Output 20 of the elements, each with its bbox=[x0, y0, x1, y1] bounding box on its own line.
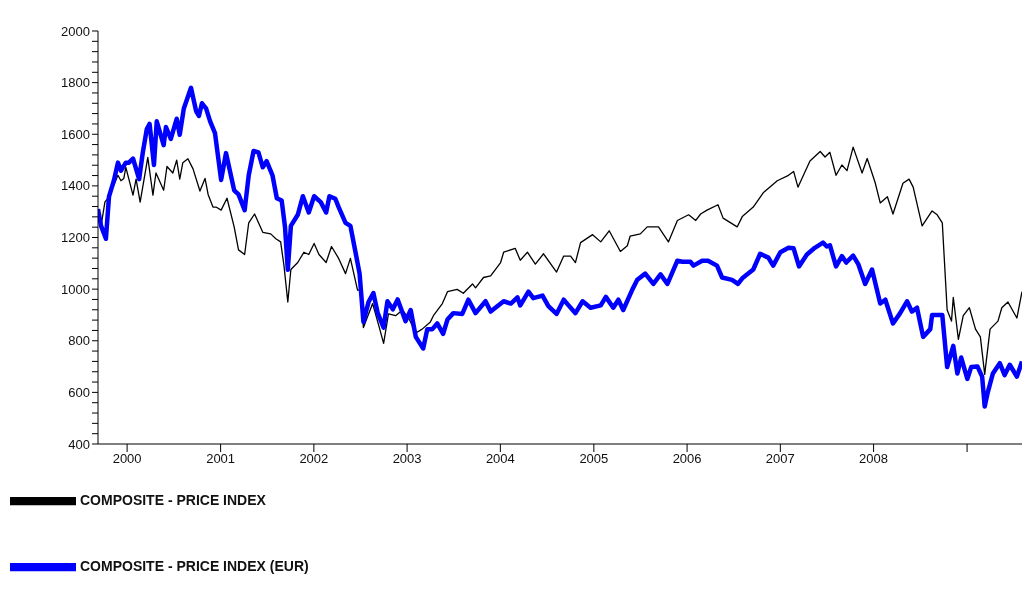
y-tick-label: 1400 bbox=[61, 178, 90, 194]
x-tick-label: 2002 bbox=[299, 451, 329, 467]
y-tick-label: 1800 bbox=[61, 75, 90, 91]
y-tick-label: 1200 bbox=[61, 230, 90, 246]
legend-label: COMPOSITE - PRICE INDEX (EUR) bbox=[80, 557, 309, 574]
x-tick-label: 2005 bbox=[579, 451, 609, 467]
x-tick-label: 2004 bbox=[485, 451, 515, 467]
y-tick-label: 600 bbox=[68, 384, 90, 400]
y-tick-label: 800 bbox=[68, 333, 90, 349]
y-tick-label: 1600 bbox=[61, 126, 90, 142]
x-tick-label: 2008 bbox=[859, 451, 889, 467]
x-tick-label: 2007 bbox=[765, 451, 795, 467]
x-tick-label: 2001 bbox=[206, 451, 236, 467]
y-tick-label: 400 bbox=[68, 436, 90, 452]
x-tick-label: 2000 bbox=[112, 451, 142, 467]
x-tick-label: 2006 bbox=[672, 451, 702, 467]
legend-label: COMPOSITE - PRICE INDEX bbox=[80, 491, 266, 508]
y-tick-label: 1000 bbox=[61, 281, 90, 297]
x-tick-label: 2003 bbox=[392, 451, 422, 467]
y-tick-label: 2000 bbox=[61, 23, 90, 39]
